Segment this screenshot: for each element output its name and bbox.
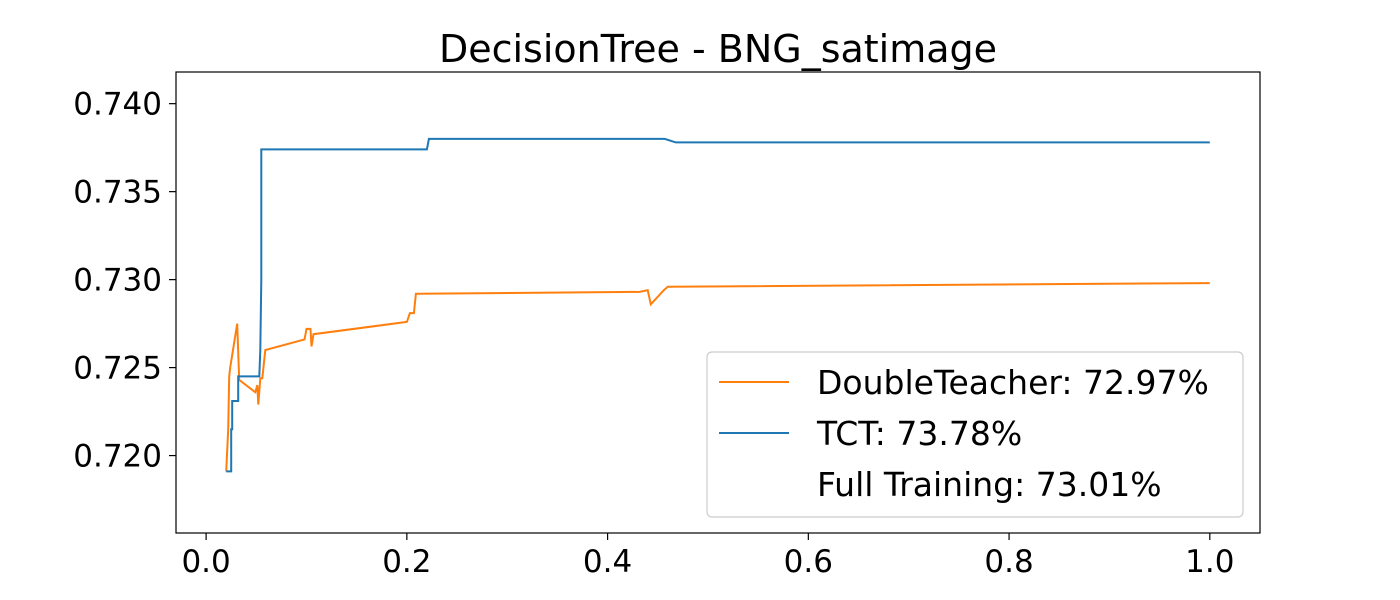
legend-label-1: TCT: 73.78% — [816, 414, 1022, 453]
x-tick-label: 0.4 — [583, 544, 632, 580]
legend-items: DoubleTeacher: 72.97% TCT: 73.78% Full Tra… — [719, 363, 1209, 504]
series-line-1 — [226, 137, 1210, 473]
y-tick-label: 0.720 — [73, 439, 162, 475]
chart-title: DecisionTree - BNG_satimage — [439, 27, 997, 71]
y-tick-label: 0.730 — [73, 263, 162, 299]
x-tick-label: 1.0 — [1185, 544, 1234, 580]
axes-frame — [175, 71, 1261, 534]
series-line-0 — [225, 282, 1210, 472]
x-axis: 0.0 0.2 0.4 0.6 0.8 1.0 — [181, 533, 1234, 580]
x-tick-label: 0.6 — [784, 544, 833, 580]
x-tick-label: 0.2 — [382, 544, 431, 580]
plot-area — [175, 71, 1261, 534]
series-layer — [225, 137, 1210, 473]
legend: DoubleTeacher: 72.97% TCT: 73.78% Full Tra… — [706, 351, 1244, 518]
x-tick-label: 0.0 — [181, 544, 230, 580]
y-tick-label: 0.735 — [73, 175, 162, 211]
y-tick-label: 0.725 — [73, 351, 162, 387]
legend-label-2: Full Training: 73.01% — [817, 465, 1162, 504]
y-tick-label: 0.740 — [73, 87, 162, 123]
x-tick-label: 0.8 — [984, 544, 1033, 580]
legend-box — [706, 351, 1244, 518]
y-axis: 0.720 0.725 0.730 0.735 0.740 — [73, 87, 176, 475]
legend-label-0: DoubleTeacher: 72.97% — [817, 363, 1209, 402]
